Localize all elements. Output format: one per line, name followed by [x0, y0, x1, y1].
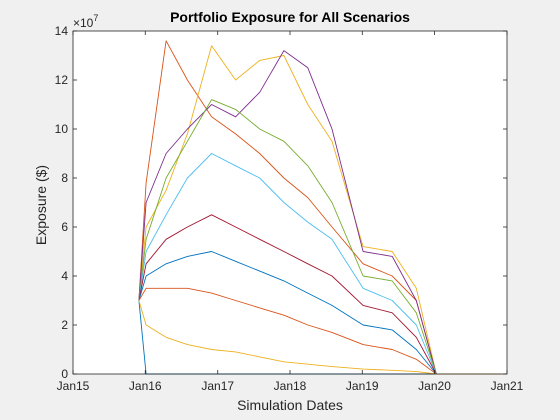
series-layer [138, 40, 501, 375]
y-tick-label: 6 [61, 220, 68, 234]
series-line [138, 214, 501, 375]
series-line [138, 153, 501, 375]
series-line [138, 40, 501, 375]
y-tick-label: 0 [61, 367, 68, 381]
y-tick-label: 2 [61, 318, 68, 332]
series-line [138, 287, 501, 375]
x-axis-ticks: Jan15 Jan16 Jan17 Jan18 Jan19 Jan20 Jan21 [57, 31, 524, 393]
x-axis-label: Simulation Dates [237, 397, 343, 413]
x-tick-label: Jan15 [57, 379, 90, 393]
x-tick-label: Jan19 [346, 379, 379, 393]
x-tick-label: Jan20 [418, 379, 451, 393]
series-line [138, 300, 501, 375]
y-tick-label: 12 [55, 73, 69, 87]
x-tick-label: Jan18 [274, 379, 307, 393]
y-axis-multiplier: ×107 [73, 13, 98, 30]
plot-area [73, 31, 507, 374]
series-line [138, 251, 501, 375]
y-axis-label: Exposure ($) [33, 165, 49, 245]
x-tick-label: Jan16 [129, 379, 162, 393]
x-tick-label: Jan21 [491, 379, 524, 393]
series-line [138, 45, 501, 375]
y-tick-label: 14 [55, 24, 69, 38]
y-tick-label: 8 [61, 171, 68, 185]
x-tick-label: Jan17 [201, 379, 234, 393]
series-line [138, 99, 501, 375]
series-line [138, 50, 501, 375]
y-axis-ticks: 0 2 4 6 8 10 12 14 [55, 24, 507, 381]
chart-title: Portfolio Exposure for All Scenarios [170, 9, 410, 25]
y-tick-label: 10 [55, 122, 69, 136]
y-tick-label: 4 [61, 269, 68, 283]
